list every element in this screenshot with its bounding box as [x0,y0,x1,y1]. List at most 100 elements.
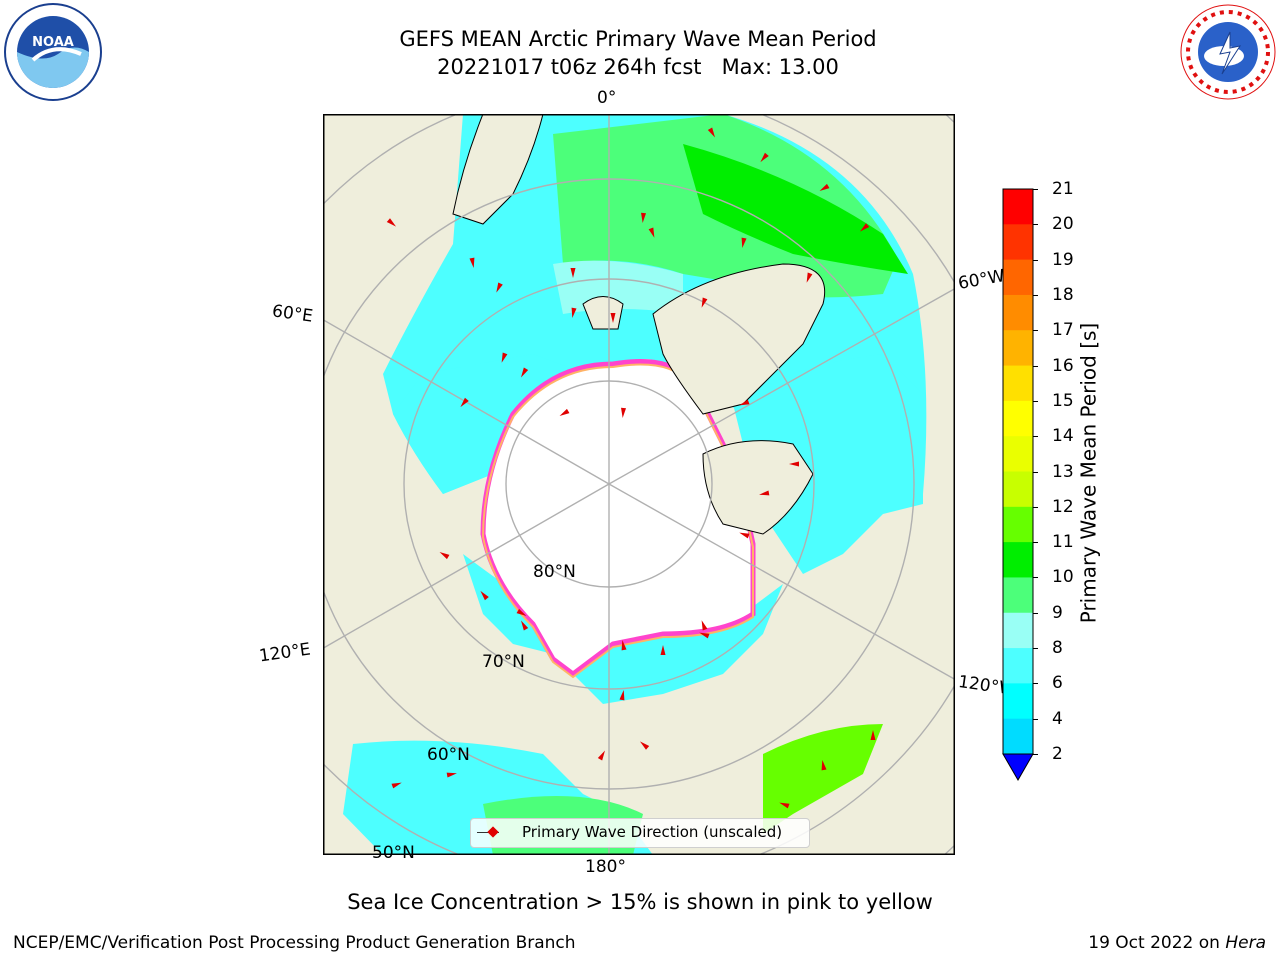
lat-label-80n: 80°N [533,562,576,582]
lon-label-60e: 60°E [270,301,315,327]
colorbar-band [1003,224,1033,261]
colorbar-band [1003,506,1033,543]
colorbar-label: Primary Wave Mean Period [s] [1076,322,1101,624]
map-subtitle: 20221017 t06z 264h fcst Max: 13.00 [437,55,839,79]
wave-direction-arrow [859,223,870,232]
colorbar-tick-label: 9 [1052,602,1063,623]
wave-direction-arrow [806,272,813,283]
footer-host: Hera [1225,933,1266,953]
graticule [323,114,955,855]
colorbar-tick-mark [1033,683,1038,685]
colorbar-tick-label: 11 [1052,532,1074,553]
colorbar-band [1003,294,1033,331]
wave-direction-arrow [571,307,577,318]
wave-direction-arrow [469,257,475,268]
colorbar [1002,188,1034,782]
colorbar-tick-mark [1033,294,1038,296]
wave-direction-arrow [386,218,397,227]
wave-direction-arrow [516,608,527,616]
colorbar-tick-mark [1033,718,1038,720]
colorbar-tick-label: 15 [1052,390,1074,411]
lat-label-50n: 50°N [372,843,415,863]
wave-direction-arrow [648,227,655,238]
colorbar-tick-mark [1033,506,1038,508]
colorbar-extend-arrow [1002,753,1034,782]
wave-direction-arrow [789,461,799,467]
colorbar-tick-label: 12 [1052,496,1074,517]
colorbar-tick-label: 19 [1052,249,1074,270]
wave-direction-arrow [570,268,576,278]
colorbar-tick-label: 13 [1052,461,1074,482]
legend-label: Primary Wave Direction (unscaled) [522,823,783,841]
colorbar-band [1003,400,1033,437]
wave-direction-arrow [480,590,489,601]
lon-label-180: 180° [585,857,626,877]
colorbar-tick-mark [1033,189,1038,190]
wave-direction-arrow [870,730,876,740]
footer-date: 19 Oct 2022 on Hera [1088,933,1266,953]
colorbar-band [1003,648,1033,684]
wave-direction-arrow [621,640,627,651]
greenland [652,263,825,415]
legend-arrow-icon [487,826,499,838]
nws-logo [1178,2,1278,102]
colorbar-tick-label: 14 [1052,426,1074,447]
lon-label-60w: 60°W [956,266,1007,294]
colorbar-tick-label: 4 [1052,708,1063,729]
colorbar-tick-label: 16 [1052,355,1074,376]
wave-direction-arrow [460,397,469,408]
wave-direction-arrow [739,532,750,539]
colorbar-tick-label: 10 [1052,567,1074,588]
colorbar-tick-label: 6 [1052,673,1063,694]
wave-direction-arrow [741,237,747,248]
wave-direction-arrow [496,282,503,293]
map-legend: Primary Wave Direction (unscaled) [470,818,810,848]
colorbar-band [1003,365,1033,402]
wave-direction-arrows [386,127,876,809]
wave-direction-arrow [760,152,769,163]
wave-direction-arrow [621,407,627,418]
wave-direction-arrow [779,802,790,809]
colorbar-tick-mark [1033,365,1038,367]
lon-label-0: 0° [597,88,617,108]
lat-label-70n: 70°N [482,652,525,672]
colorbar-band [1003,471,1033,508]
wave-direction-arrow [521,367,529,378]
wave-direction-arrow [391,782,402,789]
wave-direction-arrow [597,750,605,761]
wave-direction-arrow [501,352,508,363]
colorbar-tick-mark [1033,400,1038,402]
colorbar-band [1003,612,1033,649]
wave-direction-arrow [641,212,647,223]
wave-direction-arrow [619,690,625,701]
wave-direction-arrow [701,620,708,631]
map-panel [323,114,955,855]
colorbar-tick-label: 18 [1052,284,1074,305]
scandinavia [452,114,544,225]
colorbar-tick-mark [1033,224,1038,226]
colorbar-tick-mark [1033,612,1038,614]
wave-direction-arrow [701,297,708,308]
sea-ice-edge-outer [481,363,754,679]
colorbar-band [1003,330,1033,367]
wave-direction-arrow [639,741,650,750]
colorbar-tick-mark [1033,259,1038,261]
colorbar-band [1003,718,1033,755]
colorbar-band [1003,259,1033,296]
colorbar-tick-label: 8 [1052,638,1063,659]
lat-label-60n: 60°N [427,745,470,765]
wave-direction-arrow [446,772,457,778]
wave-direction-arrow [660,645,666,655]
colorbar-band [1003,577,1033,614]
lon-label-120e: 120°E [257,639,312,667]
colorbar-tick-label: 2 [1052,744,1063,764]
canadian-archipelago [702,440,814,535]
colorbar-tick-mark [1033,754,1038,755]
wave-direction-arrow [819,183,830,191]
colorbar-tick-label: 20 [1052,214,1074,235]
footer-credit: NCEP/EMC/Verification Post Processing Pr… [13,933,576,953]
colorbar-tick-mark [1033,648,1038,650]
colorbar-band [1003,436,1033,472]
wave-direction-arrow [439,552,450,560]
colorbar-tick-mark [1033,471,1038,473]
